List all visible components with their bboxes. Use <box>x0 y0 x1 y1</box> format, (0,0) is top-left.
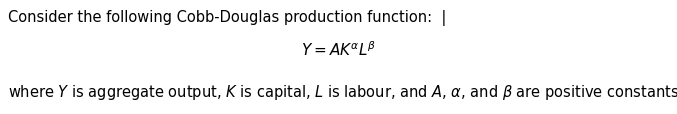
Text: Consider the following Cobb-Douglas production function:  |: Consider the following Cobb-Douglas prod… <box>8 10 446 26</box>
Text: $Y = AK^{\alpha}L^{\beta}$: $Y = AK^{\alpha}L^{\beta}$ <box>301 40 376 59</box>
Text: where $Y$ is aggregate output, $K$ is capital, $L$ is labour, and $A$, $\alpha$,: where $Y$ is aggregate output, $K$ is ca… <box>8 82 677 101</box>
